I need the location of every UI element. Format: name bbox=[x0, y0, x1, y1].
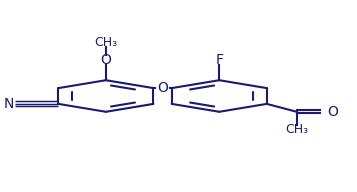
Text: N: N bbox=[3, 97, 14, 111]
Text: CH₃: CH₃ bbox=[94, 36, 117, 49]
Text: CH₃: CH₃ bbox=[285, 123, 308, 136]
Text: O: O bbox=[157, 81, 168, 95]
Text: O: O bbox=[327, 105, 338, 119]
Text: F: F bbox=[215, 53, 223, 67]
Text: O: O bbox=[100, 53, 111, 67]
